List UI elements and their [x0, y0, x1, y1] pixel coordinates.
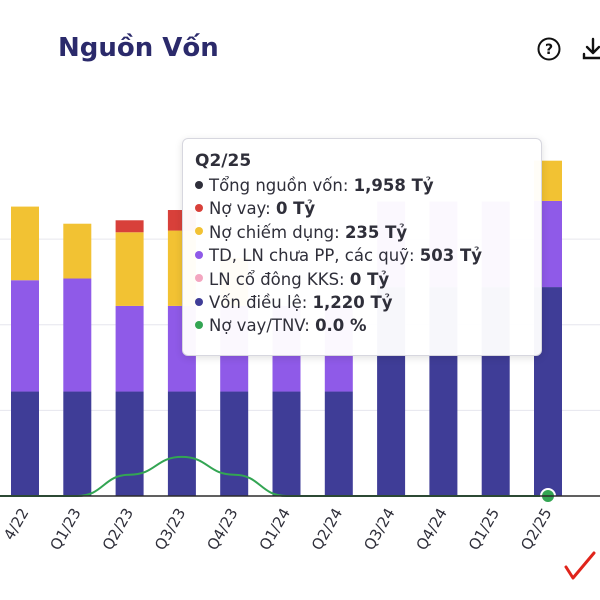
- tooltip-label: LN cổ đông KKS:: [209, 269, 350, 289]
- tooltip-row: TD, LN chưa PP, các quỹ: 503 Tỷ: [195, 244, 529, 267]
- legend-dot-icon: [195, 227, 203, 236]
- legend-dot-icon: [195, 320, 203, 329]
- x-tick-label: Q3/24: [360, 505, 398, 553]
- bar-segment[interactable]: [63, 391, 92, 496]
- tooltip-row: LN cổ đông KKS: 0 Tỷ: [195, 268, 529, 291]
- tooltip-value: 1,220 Tỷ: [312, 293, 393, 313]
- tooltip-title: Q2/25: [195, 151, 252, 171]
- tooltip-value: 503 Tỷ: [419, 246, 482, 266]
- tooltip-label: Vốn điều lệ:: [209, 293, 313, 313]
- legend-dot-icon: [195, 250, 203, 259]
- x-tick-label: Q4/24: [413, 505, 451, 553]
- bar-segment[interactable]: [167, 391, 196, 496]
- card-header: Nguồn Vốn ?: [0, 0, 600, 110]
- bar-segment[interactable]: [11, 391, 39, 496]
- bar-segment[interactable]: [115, 305, 144, 392]
- help-icon[interactable]: ?: [536, 36, 562, 62]
- x-tick-label: Q2/23: [99, 505, 137, 553]
- chart-tooltip: Q2/25 Tổng nguồn vốn: 1,958 Tỷ Nợ vay: 0 …: [182, 138, 542, 356]
- tooltip-label: Nợ vay:: [209, 199, 276, 219]
- bar-segment[interactable]: [63, 223, 92, 279]
- x-tick-label: Q2/25: [517, 505, 555, 553]
- tooltip-row: Tổng nguồn vốn: 1,958 Tỷ: [195, 174, 529, 197]
- x-tick-label: Q2/24: [308, 505, 346, 553]
- bar-segment[interactable]: [272, 391, 301, 496]
- legend-dot-icon: [195, 180, 203, 189]
- page-title: Nguồn Vốn: [58, 33, 219, 63]
- handwritten-mark: [564, 551, 596, 580]
- tooltip-label: Nợ vay/TNV:: [209, 316, 316, 336]
- download-icon[interactable]: [580, 36, 600, 62]
- bar-segment[interactable]: [220, 391, 249, 496]
- tooltip-label: Nợ chiếm dụng:: [209, 222, 345, 242]
- legend-dot-icon: [195, 297, 203, 306]
- tooltip-label: TD, LN chưa PP, các quỹ:: [209, 246, 420, 266]
- bar-segment[interactable]: [11, 206, 39, 281]
- x-tick-label: Q1/23: [46, 505, 84, 553]
- svg-text:?: ?: [545, 42, 553, 58]
- tooltip-row: Nợ vay/TNV: 0.0 %: [195, 314, 529, 337]
- tooltip-value: 0.0 %: [315, 316, 367, 336]
- tooltip-row: Nợ chiếm dụng: 235 Tỷ: [195, 221, 529, 244]
- bar-segment[interactable]: [324, 391, 353, 496]
- tooltip-row: Nợ vay: 0 Tỷ: [195, 197, 529, 220]
- tooltip-value: 0 Tỷ: [349, 269, 390, 289]
- bar-segment[interactable]: [115, 391, 144, 496]
- x-tick-label: Q4/23: [203, 505, 241, 553]
- x-tick-label: Q1/24: [256, 505, 294, 553]
- bar-segment[interactable]: [63, 278, 92, 392]
- tooltip-value: 1,958 Tỷ: [353, 176, 434, 195]
- x-axis-tick-labels: 4/22 Q1/23 Q2/23 Q3/23 Q4/23 Q1/24 Q2/24 Q3/24 Q…: [0, 505, 555, 553]
- tooltip-value: 235 Tỷ: [344, 222, 408, 242]
- bar-segment[interactable]: [115, 220, 144, 233]
- legend-dot-icon: [195, 274, 203, 283]
- tooltip-row: Vốn điều lệ: 1,220 Tỷ: [195, 291, 529, 314]
- legend-dot-icon: [195, 203, 203, 212]
- tooltip-value: 0 Tỷ: [275, 199, 316, 219]
- tooltip-label: Tổng nguồn vốn:: [209, 176, 354, 195]
- bar-segment[interactable]: [115, 232, 144, 306]
- x-tick-label: Q3/23: [151, 505, 189, 553]
- x-tick-label: Q1/25: [465, 505, 503, 553]
- x-tick-label: 4/22: [0, 505, 32, 543]
- bar-segment[interactable]: [11, 280, 39, 392]
